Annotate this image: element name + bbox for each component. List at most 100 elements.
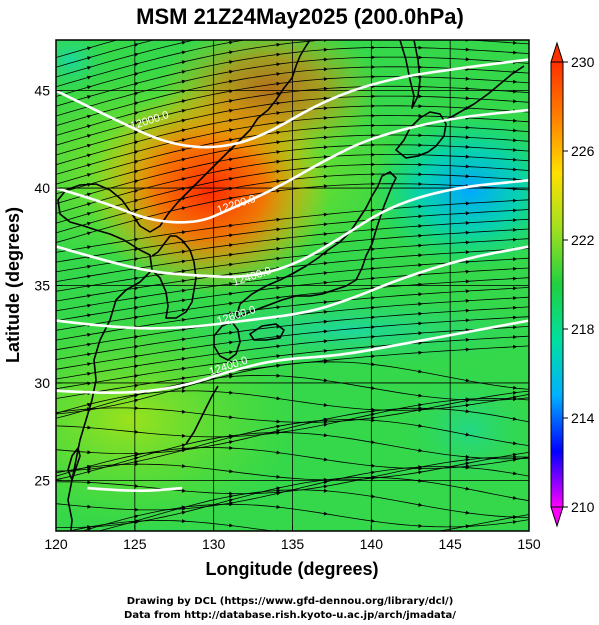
stream-arrow [371,475,376,480]
stream-arrow [87,56,92,60]
stream-arrow [513,157,518,162]
stream-arrow [370,386,376,390]
stream-arrow [371,519,376,523]
x-tick-label: 120 [44,536,68,552]
colorbar-tick-label: 218 [571,321,595,337]
stream-arrow [182,389,187,393]
coastline-honshu [235,171,397,319]
stream-arrow [134,383,139,388]
coastline-shikoku [249,323,285,341]
stream-arrow [418,524,423,528]
stream-arrow [371,354,376,359]
streamline [56,40,247,88]
stream-arrow [323,488,328,493]
stream-arrow [465,221,470,225]
stream-arrow [134,257,139,261]
stream-arrow [418,224,423,228]
stream-arrow [87,66,92,70]
streamline [56,134,529,195]
stream-arrow [323,222,328,227]
stream-arrow [181,347,187,352]
stream-arrow [323,433,328,438]
stream-arrow [418,350,423,355]
stream-arrow [513,335,518,339]
stream-arrow [513,198,518,203]
stream-arrow [323,212,328,217]
stream-arrow [513,237,518,242]
coastline-korea [151,235,197,319]
stream-arrow [229,282,234,286]
stream-arrow [276,256,281,261]
stream-arrow [276,295,281,300]
stream-arrow [371,296,376,300]
stream-arrow [134,354,139,359]
stream-arrow [465,145,470,149]
streamline [56,40,155,68]
stream-arrow [229,196,234,201]
stream-arrow [229,69,234,74]
stream-arrow [323,232,328,236]
colorbar-bottom-arrow [550,506,564,528]
stream-arrow [276,474,281,479]
stream-arrow [276,62,281,67]
stream-arrow [87,163,92,168]
stream-arrow [513,257,518,262]
stream-arrow [181,138,187,143]
stream-arrow [229,360,234,364]
streamline [56,76,529,136]
stream-arrow [465,318,470,323]
stream-arrow [87,124,92,129]
stream-arrow [323,135,328,140]
stream-arrow [276,373,281,378]
stream-arrow [465,337,470,342]
stream-arrow [134,484,139,488]
chart-title: MSM 21Z24May2025 (200.0hPa) [136,4,464,29]
stream-arrow [418,45,423,50]
stream-arrow [323,145,328,150]
stream-arrow [323,478,328,482]
stream-arrow [371,325,376,330]
stream-arrow [181,446,187,451]
stream-arrow [371,305,376,310]
stream-arrow [276,344,281,349]
stream-arrow [87,173,92,177]
stream-arrow [323,261,328,266]
stream-arrow [465,461,470,466]
stream-arrow [513,305,518,310]
streamline [56,432,529,481]
stream-arrow [323,422,328,427]
stream-arrow [134,315,139,320]
stream-arrow [371,276,376,281]
stream-arrow [371,104,376,108]
stream-arrow [181,337,187,342]
stream-arrow [465,211,470,216]
stream-arrow [324,0,328,3]
stream-arrow [134,198,139,203]
stream-arrow [323,116,328,120]
stream-arrow [87,212,92,216]
stream-arrow [181,376,187,381]
stream-arrow [323,418,328,423]
stream-arrow [229,50,234,55]
stream-arrow [513,296,518,300]
stream-arrow [276,217,281,222]
stream-arrow [323,57,328,62]
stream-arrow [323,106,328,111]
stream-arrow [87,450,92,455]
stream-arrow [323,484,328,489]
y-tick-label: 45 [34,83,50,99]
stream-arrow [513,99,518,104]
stream-arrow [87,114,92,119]
stream-arrow [181,488,187,493]
stream-arrow [418,393,423,398]
stream-arrow [418,423,423,428]
stream-arrow [229,167,234,172]
stream-arrow [418,182,423,186]
stream-arrow [276,247,281,251]
stream-arrow [134,52,139,57]
stream-arrow [87,465,92,470]
stream-arrow [465,86,470,91]
stream-arrow [181,230,187,235]
stream-arrow [182,31,186,35]
